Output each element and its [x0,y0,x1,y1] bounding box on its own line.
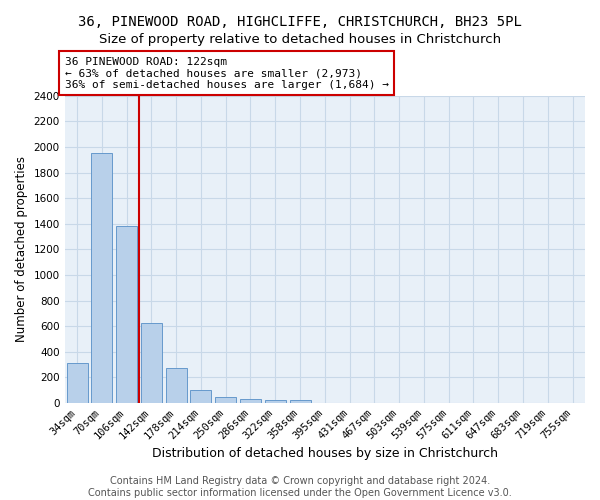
Bar [290,400,311,403]
Bar [116,226,137,403]
Text: 36 PINEWOOD ROAD: 122sqm
← 63% of detached houses are smaller (2,973)
36% of sem: 36 PINEWOOD ROAD: 122sqm ← 63% of detach… [65,56,389,90]
Text: Contains HM Land Registry data © Crown copyright and database right 2024.
Contai: Contains HM Land Registry data © Crown c… [88,476,512,498]
Bar [190,390,211,403]
Bar [265,400,286,403]
X-axis label: Distribution of detached houses by size in Christchurch: Distribution of detached houses by size … [152,447,498,460]
Bar [141,323,162,403]
Bar [91,154,112,403]
Bar [67,362,88,403]
Bar [215,396,236,403]
Y-axis label: Number of detached properties: Number of detached properties [15,156,28,342]
Text: 36, PINEWOOD ROAD, HIGHCLIFFE, CHRISTCHURCH, BH23 5PL: 36, PINEWOOD ROAD, HIGHCLIFFE, CHRISTCHU… [78,15,522,29]
Text: Size of property relative to detached houses in Christchurch: Size of property relative to detached ho… [99,32,501,46]
Bar [166,368,187,403]
Bar [240,398,261,403]
